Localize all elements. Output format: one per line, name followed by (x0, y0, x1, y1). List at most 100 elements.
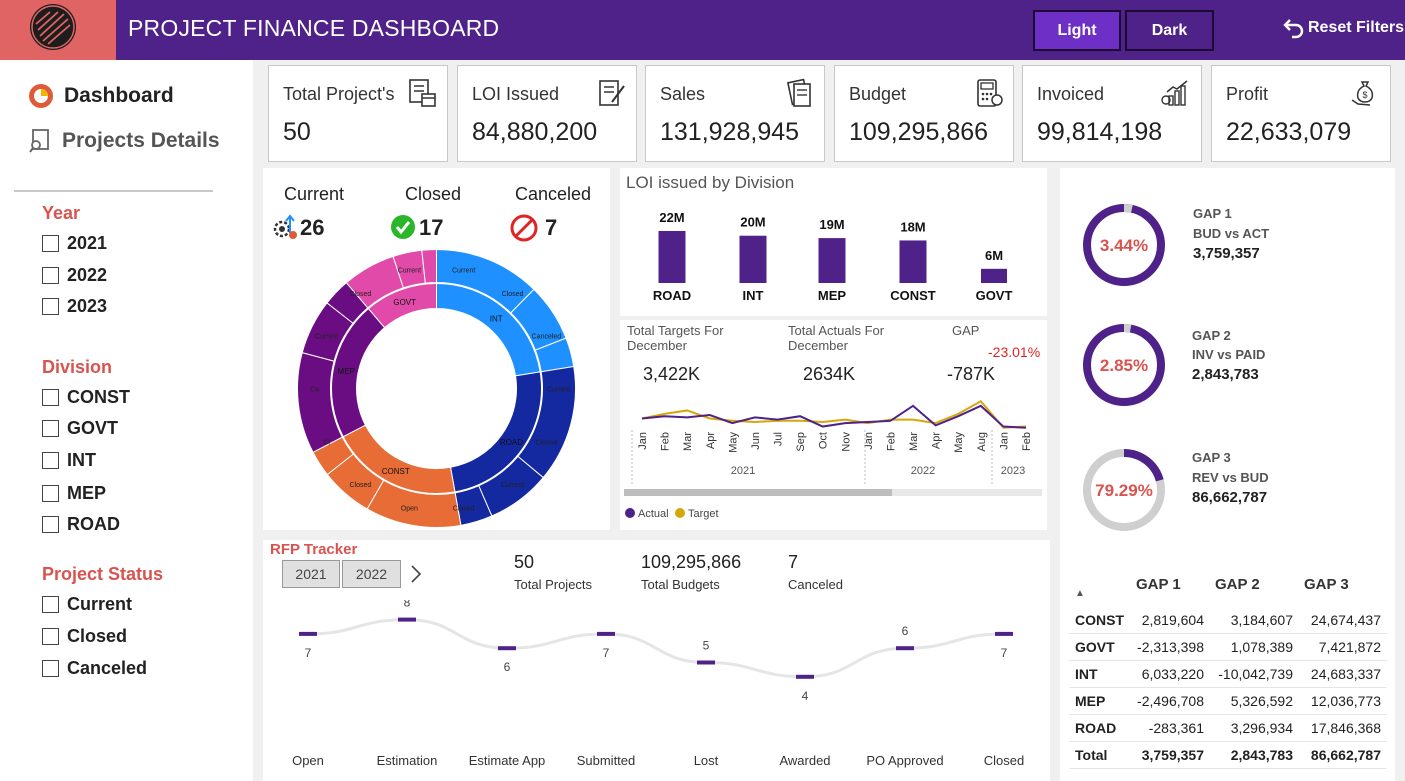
checkbox[interactable] (42, 420, 59, 437)
sunburst-inner-label: INT (490, 314, 503, 323)
gap1-value: 3,759,357 (1193, 245, 1260, 262)
nav-dashboard[interactable]: Dashboard (28, 83, 174, 109)
checkbox[interactable] (42, 660, 59, 677)
gap-table-cell: 2,819,604 (1141, 612, 1204, 628)
filter-division-mep[interactable]: MEP (42, 483, 106, 504)
loi-bar[interactable] (739, 235, 767, 283)
light-theme-button[interactable]: Light (1033, 10, 1121, 51)
rfp-point-marker[interactable] (896, 646, 914, 651)
legend-marker (675, 508, 685, 518)
app-title: PROJECT FINANCE DASHBOARD (128, 15, 500, 41)
targets-series-line[interactable] (641, 399, 1027, 429)
filter-year-2022[interactable]: 2022 (42, 265, 107, 286)
gap-table-header-2[interactable]: GAP 2 (1215, 576, 1260, 593)
loi-bar[interactable] (818, 238, 846, 283)
gap-table-row[interactable]: GOVT -2,313,398 1,078,389 7,421,872 (1069, 634, 1387, 661)
actuals-label: Total Actuals For December (788, 323, 885, 353)
filter-division-int[interactable]: INT (42, 450, 96, 471)
sort-ascending-icon[interactable]: ▲ (1075, 588, 1085, 599)
checkbox[interactable] (42, 235, 59, 252)
targets-x-tick: Mar (908, 432, 920, 451)
checkbox[interactable] (42, 516, 59, 533)
division-status-sunburst[interactable]: INT ROAD CONST MEP GOVT Current Closed Canceled… (297, 249, 576, 528)
filter-option-label: 2022 (67, 265, 108, 285)
rfp-year-2021-button[interactable]: 2021 (282, 560, 340, 588)
rfp-point-marker[interactable] (697, 660, 715, 665)
filter-division-const[interactable]: CONST (42, 387, 130, 408)
rfp-point-marker[interactable] (995, 631, 1013, 636)
kpi-label: Budget (849, 84, 907, 104)
gap-table-cell: 3,759,357 (1141, 747, 1204, 763)
loi-bar[interactable] (981, 268, 1007, 283)
checkbox[interactable] (42, 298, 59, 315)
checkbox[interactable] (42, 389, 59, 406)
sunburst-outer-segment[interactable] (421, 249, 437, 284)
checkbox[interactable] (42, 628, 59, 645)
canceled-label: Canceled (515, 184, 592, 204)
checkbox[interactable] (42, 267, 59, 284)
targets-scrollbar-thumb[interactable] (624, 489, 892, 496)
rfp-total-budgets-label: Total Budgets (641, 577, 720, 592)
rfp-point-marker[interactable] (597, 631, 615, 636)
targets-x-tick: Apr (705, 432, 717, 449)
rfp-canceled-value: 7 (788, 552, 799, 572)
rfp-total-projects-value: 50 (514, 552, 535, 572)
nav-projects-details[interactable]: Projects Details (28, 128, 220, 154)
targets-series-line[interactable] (641, 404, 1027, 429)
filter-division-road[interactable]: ROAD (42, 514, 120, 535)
rfp-point-marker[interactable] (398, 617, 416, 622)
kpi-card-total-projects: Total Project's 50 (268, 65, 448, 162)
gap-label: GAP (952, 323, 980, 338)
gap-table-cell: -10,042,739 (1218, 666, 1293, 682)
loi-bar[interactable] (899, 240, 927, 283)
gap-table-header-3[interactable]: GAP 3 (1304, 576, 1349, 593)
gap-table-total-row[interactable]: Total 3,759,357 2,843,783 86,662,787 (1069, 742, 1387, 769)
targets-x-tick: Aug (976, 432, 988, 452)
chevron-right-icon[interactable] (409, 564, 423, 584)
gap-table-row[interactable]: INT 6,033,220 -10,042,739 24,683,337 (1069, 661, 1387, 688)
filter-year-2021[interactable]: 2021 (42, 233, 107, 254)
filter-division-govt[interactable]: GOVT (42, 418, 118, 439)
bar-growth-icon (1161, 80, 1188, 106)
loi-category-label: MEP (818, 288, 847, 303)
gap-table-header-1[interactable]: GAP 1 (1136, 576, 1181, 593)
filter-status-closed[interactable]: Closed (42, 626, 127, 647)
rfp-point-marker[interactable] (299, 631, 317, 636)
loi-bar[interactable] (658, 231, 686, 283)
rfp-year-2022-button[interactable]: 2022 (342, 560, 401, 588)
gap-table-row[interactable]: CONST 2,819,604 3,184,607 24,674,437 (1069, 607, 1387, 634)
sunburst-inner-label: GOVT (393, 298, 416, 307)
filter-option-label: GOVT (67, 418, 119, 438)
gap-table-row[interactable]: MEP -2,496,708 5,326,592 12,036,773 (1069, 688, 1387, 715)
sunburst-inner-segment[interactable] (367, 282, 437, 329)
filter-status-canceled[interactable]: Canceled (42, 658, 147, 679)
kpi-label: Profit (1226, 84, 1269, 104)
checkbox[interactable] (42, 452, 59, 469)
reset-filters-label: Reset Filters (1308, 19, 1405, 36)
checkbox[interactable] (42, 596, 59, 613)
targets-x-tick: Mar (682, 432, 694, 451)
targets-x-tick: Jan (998, 432, 1010, 450)
targets-x-tick: Oct (818, 432, 830, 449)
gap-table-row[interactable]: ROAD -283,361 3,296,934 17,846,368 (1069, 715, 1387, 742)
kpi-card-sales: Sales 131,928,945 (645, 65, 825, 162)
filter-year-2023[interactable]: 2023 (42, 296, 107, 317)
gap-table-row-label: GOVT (1075, 639, 1115, 655)
filter-status-current[interactable]: Current (42, 594, 132, 615)
reset-filters-button[interactable]: Reset Filters (1282, 16, 1404, 40)
targets-x-tick: Sep (795, 432, 807, 452)
loi-category-label: GOVT (976, 288, 1013, 303)
rfp-point-marker[interactable] (796, 674, 814, 679)
rfp-stage-label: Lost (694, 753, 719, 768)
actuals-value: 2634K (803, 364, 856, 384)
gap-table-cell: 12,036,773 (1310, 693, 1381, 709)
rfp-point-marker[interactable] (498, 646, 516, 651)
filter-option-label: INT (67, 450, 96, 470)
checkbox[interactable] (42, 485, 59, 502)
gap-table-cell: 24,674,437 (1310, 612, 1381, 628)
dark-theme-button[interactable]: Dark (1125, 10, 1214, 51)
sunburst-outer-label: Ca (310, 387, 319, 394)
kpi-label: Total Project's (283, 84, 395, 104)
kpi-card-profit: Profit 22,633,079 $ (1211, 65, 1391, 162)
kpi-value: 22,633,079 (1226, 118, 1352, 146)
